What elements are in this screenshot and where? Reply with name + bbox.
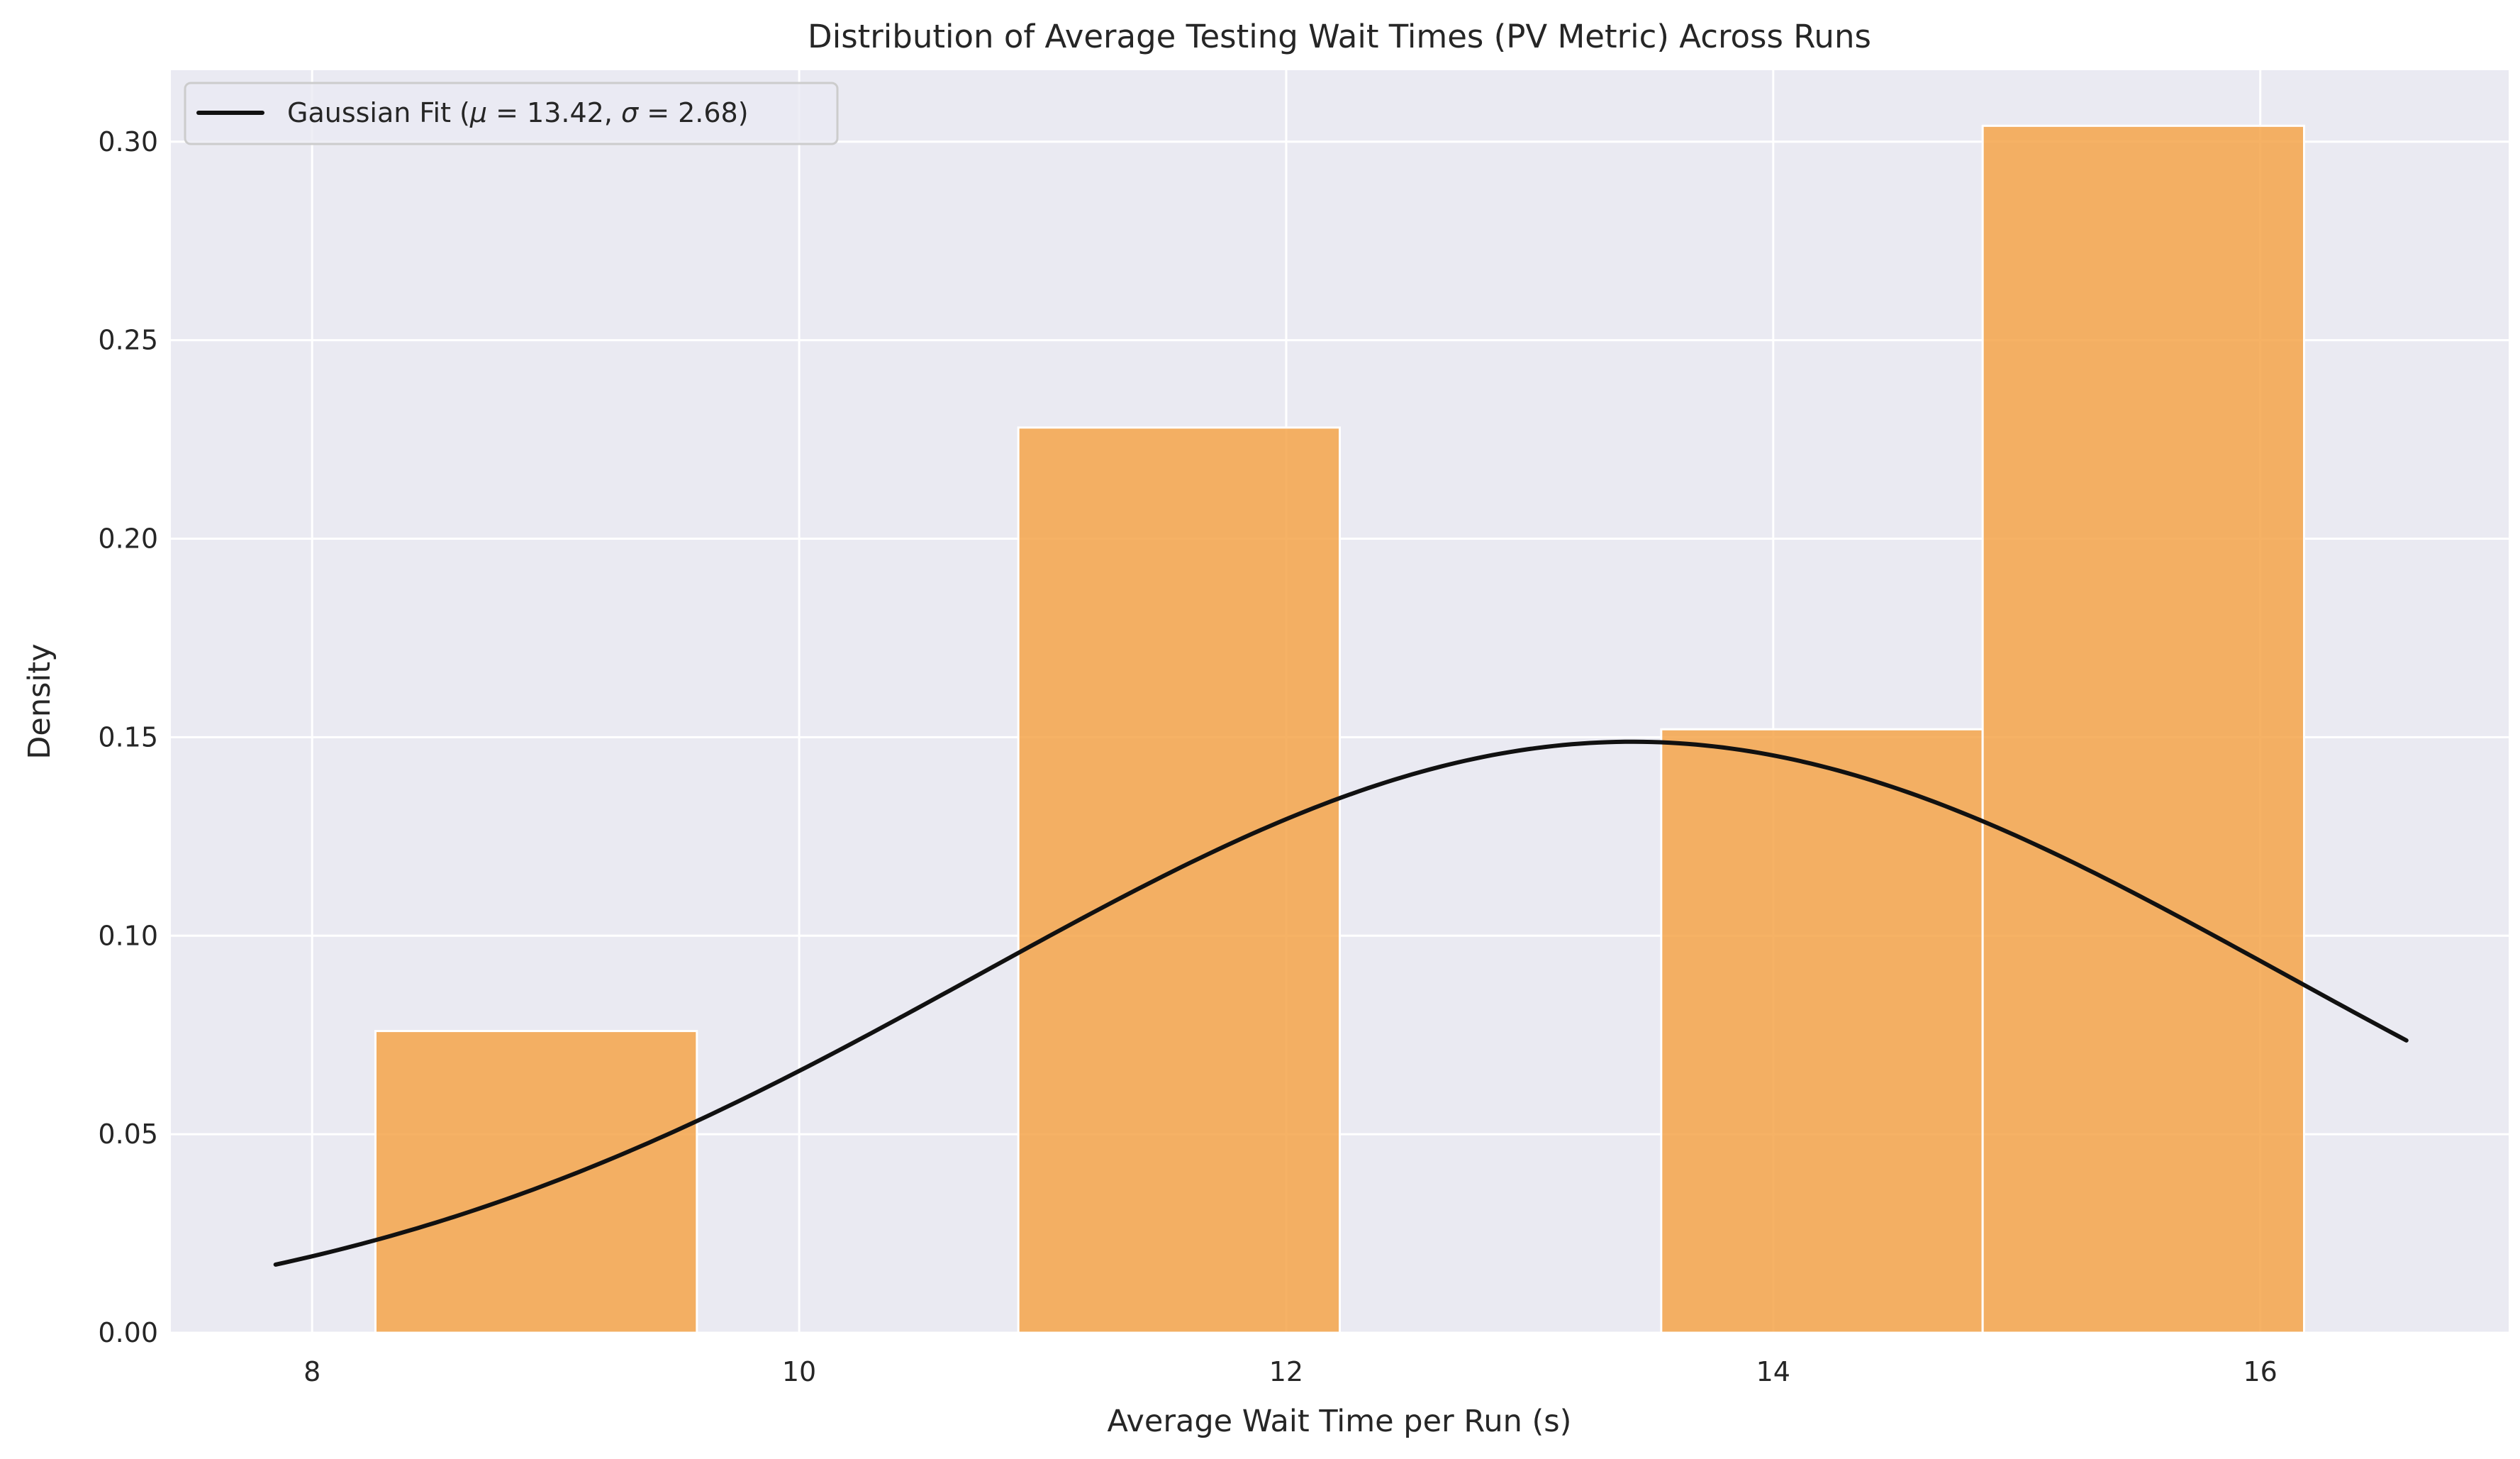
- x-tick-label: 12: [1269, 1356, 1303, 1387]
- legend-suffix: ): [738, 97, 749, 128]
- legend-box: [184, 82, 839, 145]
- legend-sigma-symbol: σ: [621, 97, 640, 128]
- x-axis-label: Average Wait Time per Run (s): [1108, 1404, 1572, 1439]
- legend-mu-symbol: μ: [469, 97, 487, 128]
- legend-prefix: Gaussian Fit (: [287, 97, 470, 128]
- histogram-bar: [1660, 728, 1984, 1334]
- y-axis-ticks: 0.00 0.05 0.10 0.15 0.20 0.25 0.30: [98, 126, 158, 1348]
- x-tick-label: 10: [782, 1356, 816, 1387]
- histogram-bar: [1981, 124, 2306, 1334]
- y-tick-label: 0.00: [98, 1317, 158, 1348]
- histogram-bar: [374, 1030, 698, 1334]
- y-tick-label: 0.10: [98, 920, 158, 951]
- x-tick-label: 16: [2243, 1356, 2278, 1387]
- x-tick-label: 8: [303, 1356, 320, 1387]
- x-axis-ticks: 8 10 12 14 16: [303, 1356, 2278, 1387]
- legend-label: Gaussian Fit (μ = 13.42, σ = 2.68): [287, 97, 749, 128]
- legend-mu-value: = 13.42,: [487, 97, 621, 128]
- y-tick-label: 0.05: [98, 1119, 158, 1150]
- x-tick-label: 14: [1756, 1356, 1790, 1387]
- gaussian-fit-curve: [273, 739, 2409, 1267]
- legend-sigma-value: = 2.68: [638, 97, 738, 128]
- y-tick-label: 0.25: [98, 325, 158, 356]
- y-axis-label: Density: [22, 643, 57, 759]
- y-tick-label: 0.15: [98, 721, 158, 753]
- y-tick-label: 0.30: [98, 126, 158, 157]
- legend: Gaussian Fit (μ = 13.42, σ = 2.68): [184, 82, 839, 145]
- chart-title: Distribution of Average Testing Wait Tim…: [808, 18, 1871, 55]
- histogram-bars: [374, 124, 2306, 1334]
- y-tick-label: 0.20: [98, 523, 158, 555]
- histogram-bar: [1017, 426, 1341, 1334]
